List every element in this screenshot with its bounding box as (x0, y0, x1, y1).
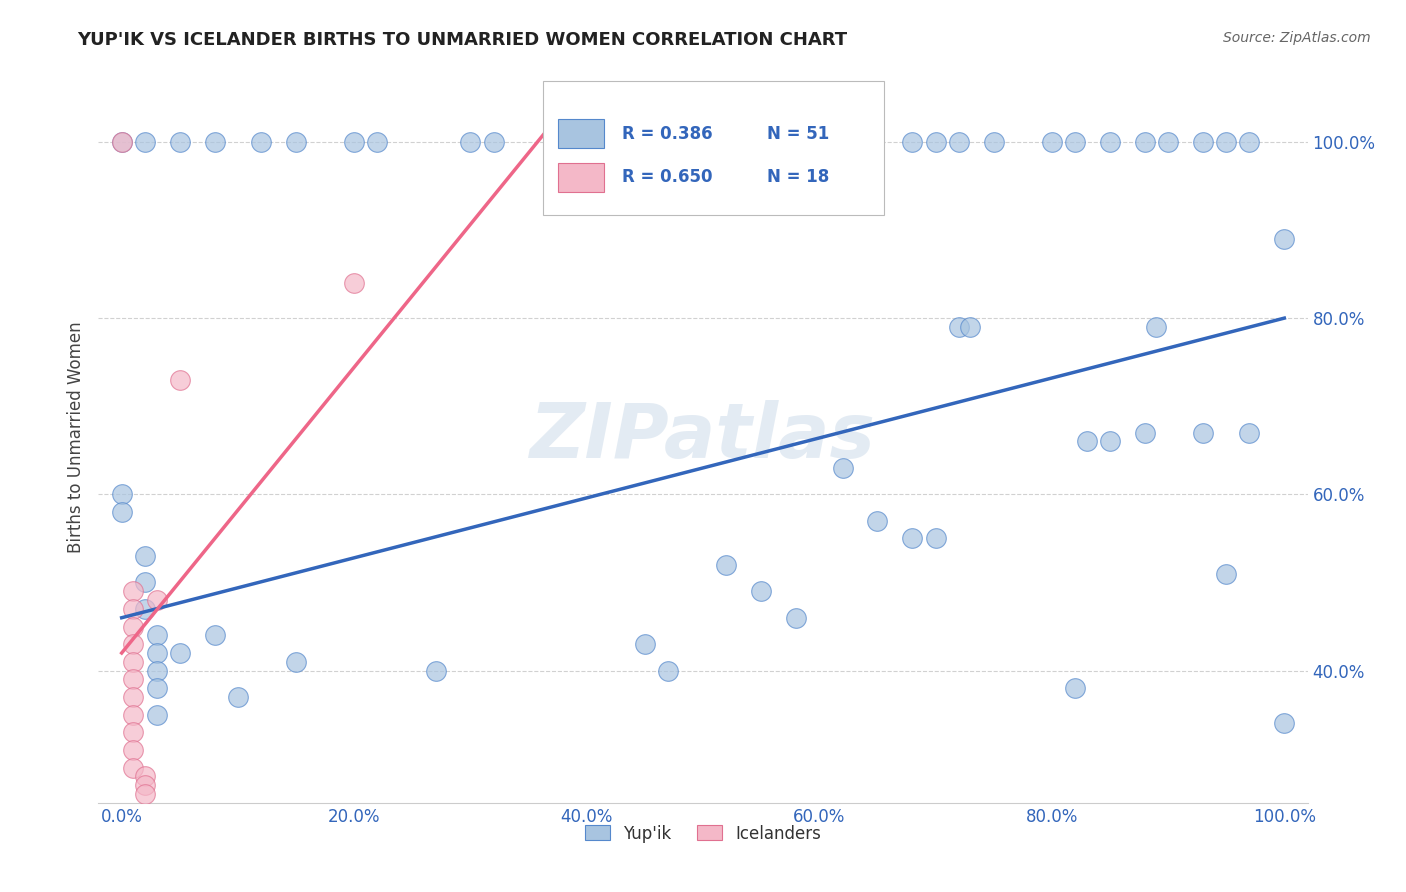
Point (169, 373, 191, 387)
Point (122, 690, 145, 704)
Point (122, 655, 145, 669)
Point (1098, 434, 1121, 449)
Point (1064, 681, 1087, 696)
Point (343, 276, 366, 290)
Point (111, 487, 134, 501)
Point (285, 655, 308, 669)
Bar (558, 163, 603, 192)
Point (1272, 232, 1295, 246)
Text: R = 0.650: R = 0.650 (621, 169, 713, 186)
Point (122, 584, 145, 599)
Point (122, 673, 145, 687)
Point (1098, 135, 1121, 149)
Point (134, 769, 156, 783)
Point (134, 787, 156, 801)
Point (924, 135, 946, 149)
Point (134, 549, 156, 563)
Bar (558, 119, 603, 148)
Legend: Yup'ik, Icelanders: Yup'ik, Icelanders (578, 818, 828, 849)
Text: ZIPatlas: ZIPatlas (530, 401, 876, 474)
Point (226, 690, 249, 704)
Point (1215, 566, 1237, 581)
Point (785, 611, 807, 625)
Point (901, 135, 924, 149)
Point (122, 707, 145, 722)
Point (692, 135, 714, 149)
Point (482, 135, 505, 149)
Point (831, 461, 853, 475)
Point (111, 135, 134, 149)
Text: R = 0.386: R = 0.386 (621, 125, 713, 143)
Point (901, 532, 924, 546)
Point (204, 628, 226, 642)
Point (145, 681, 167, 696)
Point (145, 628, 167, 642)
Point (1272, 716, 1295, 731)
Point (553, 135, 575, 149)
Point (959, 320, 981, 334)
Point (948, 320, 970, 334)
Point (122, 743, 145, 757)
Point (1040, 135, 1063, 149)
Point (145, 664, 167, 678)
Point (1239, 135, 1261, 149)
Point (1157, 135, 1180, 149)
Point (169, 646, 191, 660)
Text: N = 18: N = 18 (768, 169, 830, 186)
Point (716, 135, 738, 149)
Point (634, 637, 657, 651)
Point (1192, 425, 1215, 440)
Point (1133, 425, 1156, 440)
Point (716, 558, 738, 572)
Point (145, 707, 167, 722)
Point (785, 135, 807, 149)
Point (657, 664, 679, 678)
Point (134, 135, 156, 149)
Point (134, 575, 156, 590)
Point (983, 135, 1005, 149)
Point (204, 135, 226, 149)
Text: N = 51: N = 51 (768, 125, 830, 143)
Point (1076, 434, 1098, 449)
Point (1239, 425, 1261, 440)
Point (924, 532, 946, 546)
Point (948, 135, 970, 149)
Point (111, 505, 134, 519)
Point (134, 602, 156, 616)
Point (1215, 135, 1237, 149)
Point (122, 619, 145, 633)
Point (343, 135, 366, 149)
Y-axis label: Births to Unmarried Women: Births to Unmarried Women (66, 321, 84, 553)
Point (122, 725, 145, 739)
Point (1192, 135, 1215, 149)
Point (749, 584, 772, 599)
Point (1133, 135, 1156, 149)
Point (122, 602, 145, 616)
Text: Source: ZipAtlas.com: Source: ZipAtlas.com (1223, 31, 1371, 45)
Point (366, 135, 388, 149)
Point (1064, 135, 1087, 149)
Point (285, 135, 308, 149)
Point (866, 514, 889, 528)
Point (145, 593, 167, 607)
Point (169, 135, 191, 149)
Point (111, 135, 134, 149)
Point (1144, 320, 1167, 334)
FancyBboxPatch shape (543, 81, 884, 216)
Point (425, 664, 447, 678)
Text: YUP'IK VS ICELANDER BIRTHS TO UNMARRIED WOMEN CORRELATION CHART: YUP'IK VS ICELANDER BIRTHS TO UNMARRIED … (77, 31, 848, 49)
Point (122, 760, 145, 774)
Point (145, 646, 167, 660)
Point (122, 637, 145, 651)
Point (460, 135, 482, 149)
Point (134, 778, 156, 792)
Point (250, 135, 273, 149)
